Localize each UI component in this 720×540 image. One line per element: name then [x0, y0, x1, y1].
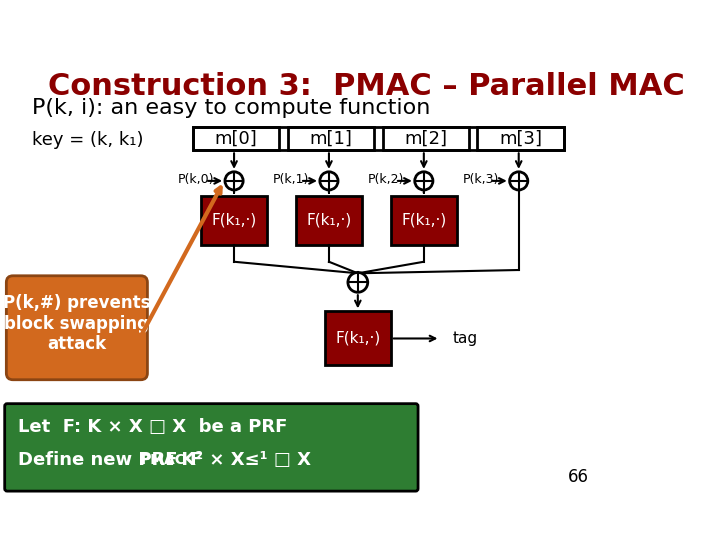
FancyBboxPatch shape — [5, 404, 418, 491]
Text: m[1]: m[1] — [310, 130, 353, 148]
Text: Let  F: K × X □ X  be a PRF: Let F: K × X □ X be a PRF — [18, 418, 287, 436]
Circle shape — [510, 172, 528, 190]
FancyBboxPatch shape — [382, 127, 469, 150]
Text: tag: tag — [453, 331, 478, 346]
FancyBboxPatch shape — [325, 311, 391, 365]
Text: F(k₁,·): F(k₁,·) — [212, 213, 257, 228]
Text: F(k₁,·): F(k₁,·) — [401, 213, 446, 228]
Text: P(k,#) prevents
block swapping
attack: P(k,#) prevents block swapping attack — [3, 294, 150, 354]
FancyBboxPatch shape — [6, 276, 148, 380]
FancyBboxPatch shape — [288, 127, 374, 150]
Text: Construction 3:  PMAC – Parallel MAC: Construction 3: PMAC – Parallel MAC — [48, 72, 685, 101]
Text: P(k, i): an easy to compute function: P(k, i): an easy to compute function — [32, 98, 431, 118]
FancyBboxPatch shape — [201, 195, 267, 245]
Text: P(k,1): P(k,1) — [273, 173, 309, 186]
Text: Define new PRF  F: Define new PRF F — [18, 451, 202, 469]
Circle shape — [415, 172, 433, 190]
Text: m[3]: m[3] — [499, 130, 542, 148]
Circle shape — [320, 172, 338, 190]
FancyBboxPatch shape — [193, 127, 279, 150]
Text: m[2]: m[2] — [405, 130, 447, 148]
Text: PMAC: PMAC — [141, 453, 186, 467]
FancyBboxPatch shape — [391, 195, 456, 245]
FancyBboxPatch shape — [296, 195, 362, 245]
Text: P(k,2): P(k,2) — [368, 173, 404, 186]
Circle shape — [348, 273, 368, 292]
FancyBboxPatch shape — [477, 127, 564, 150]
Text: F(k₁,·): F(k₁,·) — [336, 331, 380, 346]
Text: 66: 66 — [568, 468, 589, 486]
Circle shape — [225, 172, 243, 190]
Text: F(k₁,·): F(k₁,·) — [306, 213, 351, 228]
Text: P(k,0): P(k,0) — [178, 173, 215, 186]
Text: P(k,3): P(k,3) — [463, 173, 499, 186]
Text: key = (k, k₁): key = (k, k₁) — [32, 131, 143, 150]
Text: : K² × X≤¹ □ X: : K² × X≤¹ □ X — [168, 451, 311, 469]
Text: m[0]: m[0] — [215, 130, 258, 148]
